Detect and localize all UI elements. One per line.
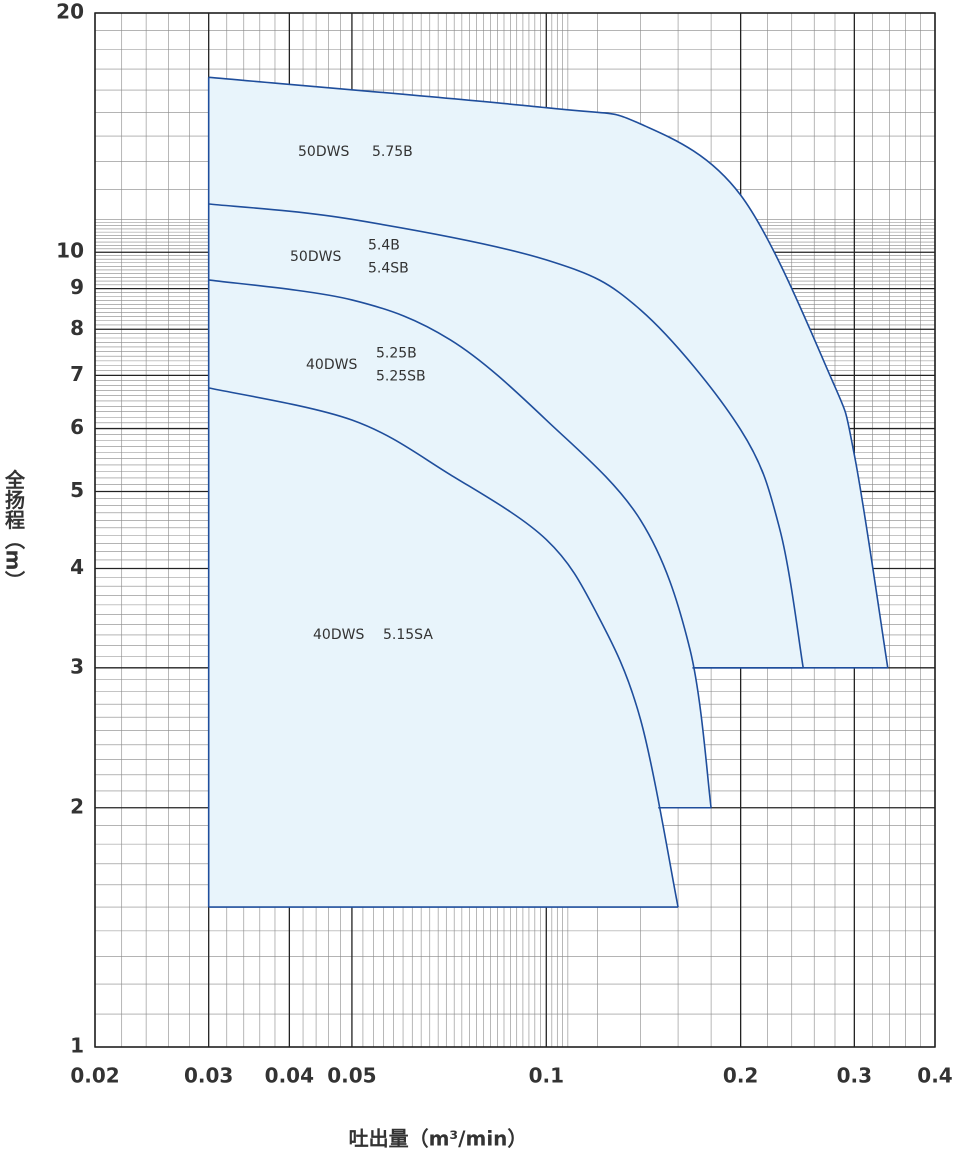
label-box <box>298 343 440 398</box>
region <box>208 387 679 908</box>
y-tick-label: 6 <box>70 415 84 439</box>
curve <box>208 203 804 668</box>
x-tick-label: 0.04 <box>265 1064 314 1088</box>
label-box <box>275 236 418 286</box>
series-model: 5.25B <box>376 346 417 362</box>
curve <box>208 76 889 668</box>
y-tick-label: 10 <box>56 239 84 263</box>
series-name: 50DWS <box>290 249 341 265</box>
y-tick-label: 5 <box>70 478 84 502</box>
series-model: 5.4B <box>368 238 400 254</box>
y-tick-label: 9 <box>70 275 84 299</box>
series-model: 5.15SA <box>383 627 433 643</box>
x-axis-title: 吐出量（m³/min） <box>349 1127 528 1151</box>
series-name: 40DWS <box>313 627 364 643</box>
curve <box>208 387 679 908</box>
curves <box>207 76 889 908</box>
y-tick-label: 7 <box>70 362 84 386</box>
plot-frame <box>94 12 936 1048</box>
regions <box>208 77 888 908</box>
y-tick-label: 20 <box>56 0 84 24</box>
x-tick-label: 0.3 <box>837 1064 872 1088</box>
curve <box>208 279 712 808</box>
series-name: 50DWS <box>298 144 349 160</box>
x-tick-label: 0.03 <box>184 1064 233 1088</box>
labels: 50DWS 5.75B 50DWS 5.4B 5.4SB 40DWS 5.25B 5.25SB… <box>275 144 440 643</box>
y-axis-title: 全扬程（m） <box>2 468 26 590</box>
x-tick-label: 0.2 <box>723 1064 758 1088</box>
x-tick-label: 0.1 <box>529 1064 564 1088</box>
series-model: 5.75B <box>372 144 413 160</box>
y-tick-label: 1 <box>70 1034 84 1058</box>
x-tick-label: 0.4 <box>917 1064 952 1088</box>
series-model: 5.4SB <box>368 261 409 277</box>
series-model: 5.25SB <box>376 369 426 385</box>
y-tick-label: 8 <box>70 316 84 340</box>
x-tick-label: 0.05 <box>327 1064 376 1088</box>
y-tick-label: 2 <box>70 794 84 818</box>
series-name: 40DWS <box>306 357 357 373</box>
x-tick-label: 0.02 <box>70 1064 119 1088</box>
y-tick-label: 4 <box>70 555 84 579</box>
y-tick-label: 3 <box>70 654 84 678</box>
